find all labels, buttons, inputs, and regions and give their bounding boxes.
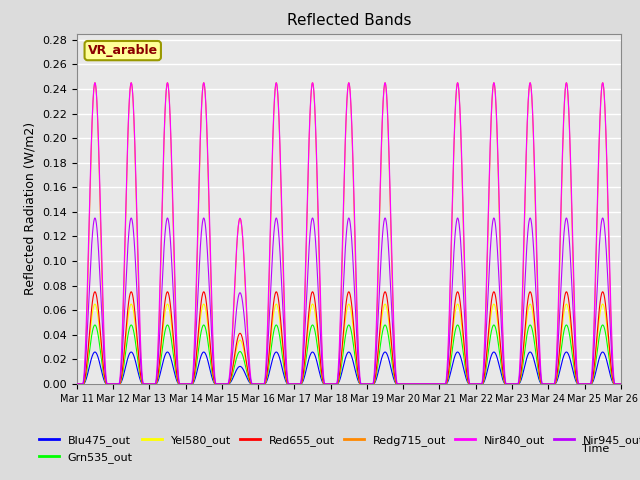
Grn535_out (73, 381, 81, 387)
Grn535_out (91, 322, 99, 328)
Line: Grn535_out: Grn535_out (77, 325, 621, 384)
Yel580_out (607, 359, 614, 365)
Nir840_out (282, 339, 289, 345)
Grn535_out (548, 381, 556, 387)
Yel580_out (91, 301, 99, 307)
Red655_out (305, 306, 313, 312)
Red655_out (135, 358, 143, 363)
Nir840_out (607, 285, 614, 290)
Redg715_out (135, 304, 143, 310)
Nir945_out (548, 381, 556, 387)
Nir840_out (135, 292, 143, 298)
Title: Reflected Bands: Reflected Bands (287, 13, 411, 28)
Red655_out (168, 311, 175, 317)
Red655_out (548, 381, 556, 387)
Grn535_out (617, 381, 625, 387)
Grn535_out (305, 333, 313, 339)
Text: VR_arable: VR_arable (88, 44, 158, 57)
Nir945_out (617, 381, 625, 387)
Nir840_out (548, 381, 556, 387)
Grn535_out (135, 366, 143, 372)
Grn535_out (607, 365, 614, 371)
Nir945_out (282, 358, 289, 364)
Nir945_out (607, 328, 614, 334)
Yel580_out (617, 381, 625, 387)
Nir945_out (73, 381, 81, 387)
Redg715_out (548, 381, 556, 387)
Yel580_out (73, 381, 81, 387)
Redg715_out (607, 297, 614, 303)
Legend: Blu475_out, Grn535_out, Yel580_out, Red655_out, Redg715_out, Nir840_out, Nir945_: Blu475_out, Grn535_out, Yel580_out, Red6… (39, 435, 640, 463)
Yel580_out (305, 316, 313, 322)
Red655_out (91, 289, 99, 295)
Red655_out (617, 381, 625, 387)
Line: Yel580_out: Yel580_out (77, 304, 621, 384)
Nir840_out (168, 146, 175, 152)
Line: Redg715_out: Redg715_out (77, 83, 621, 384)
Nir945_out (168, 252, 175, 258)
Blu475_out (91, 349, 99, 355)
Line: Red655_out: Red655_out (77, 292, 621, 384)
Y-axis label: Reflected Radiation (W/m2): Reflected Radiation (W/m2) (24, 122, 36, 295)
Redg715_out (91, 80, 99, 85)
Nir945_out (305, 244, 313, 250)
Red655_out (607, 355, 614, 361)
Redg715_out (73, 381, 81, 387)
Grn535_out (168, 336, 175, 342)
Yel580_out (282, 373, 289, 379)
Nir945_out (91, 215, 99, 221)
Yel580_out (168, 320, 175, 326)
Line: Blu475_out: Blu475_out (77, 352, 621, 384)
Nir945_out (135, 332, 143, 338)
Nir840_out (91, 80, 99, 85)
Nir840_out (73, 381, 81, 387)
Yel580_out (135, 361, 143, 367)
Blu475_out (617, 381, 625, 387)
Yel580_out (548, 381, 556, 387)
Red655_out (282, 372, 289, 377)
Line: Nir945_out: Nir945_out (77, 218, 621, 384)
Grn535_out (282, 375, 289, 381)
Nir840_out (617, 381, 625, 387)
Blu475_out (168, 357, 175, 362)
Redg715_out (168, 152, 175, 158)
Blu475_out (607, 372, 614, 378)
Redg715_out (305, 137, 313, 143)
Blu475_out (282, 378, 289, 384)
Red655_out (73, 381, 81, 387)
Blu475_out (135, 373, 143, 379)
Line: Nir840_out: Nir840_out (77, 83, 621, 384)
Blu475_out (548, 381, 556, 387)
Blu475_out (73, 381, 81, 387)
Text: Time: Time (582, 444, 610, 454)
Nir840_out (305, 132, 313, 138)
Blu475_out (305, 355, 313, 361)
Redg715_out (282, 349, 289, 355)
Redg715_out (617, 381, 625, 387)
